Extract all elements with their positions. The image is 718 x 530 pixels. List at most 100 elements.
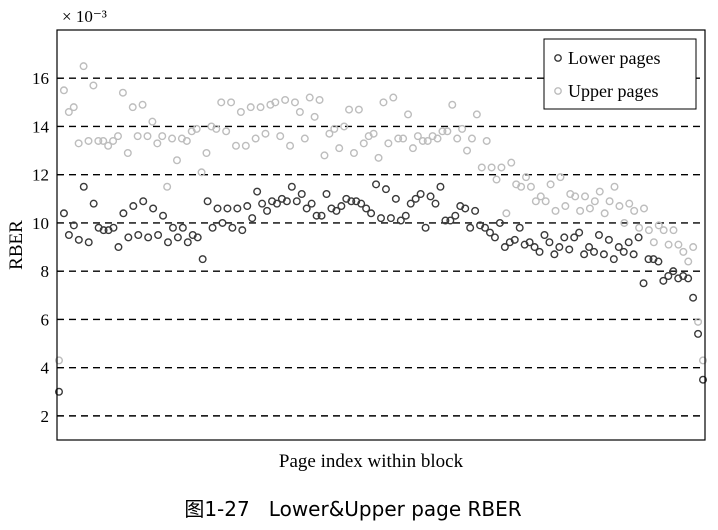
lower-pages-point (555, 243, 564, 252)
lower-pages-point (243, 202, 252, 211)
upper-pages-point (526, 182, 535, 191)
y-tick-label: 10 (32, 214, 49, 233)
lower-pages-point (55, 387, 64, 396)
upper-pages-point (399, 134, 408, 143)
upper-pages-point (315, 95, 324, 104)
upper-pages-point (699, 356, 708, 365)
upper-pages-point (433, 134, 442, 143)
lower-pages-point (322, 189, 331, 198)
upper-pages-point (99, 136, 108, 145)
lower-pages-point (570, 233, 579, 242)
lower-pages-point (193, 233, 202, 242)
upper-pages-point (236, 107, 245, 116)
upper-pages-point (212, 124, 221, 133)
upper-pages-point (138, 100, 147, 109)
x-axis-label: Page index within block (279, 451, 464, 472)
upper-pages-point (536, 192, 545, 201)
lower-pages-point (173, 233, 182, 242)
upper-pages-point (408, 144, 417, 153)
upper-pages-point (168, 134, 177, 143)
upper-pages-point (448, 100, 457, 109)
legend: Lower pages Upper pages (543, 38, 697, 110)
upper-pages-point (143, 132, 152, 141)
upper-pages-point (551, 206, 560, 215)
lower-pages-point (69, 221, 78, 230)
lower-pages-point (302, 204, 311, 213)
lower-pages-point (684, 274, 693, 283)
lower-pages-point (203, 197, 212, 206)
lower-pages-point (535, 247, 544, 256)
lower-pages-point (495, 218, 504, 227)
upper-pages-point (300, 134, 309, 143)
upper-pages-point (325, 129, 334, 138)
upper-pages-point (182, 136, 191, 145)
lower-pages-point (436, 182, 445, 191)
lower-pages-point (233, 204, 242, 213)
upper-pages-point (595, 187, 604, 196)
upper-pages-point (271, 98, 280, 107)
lower-pages-point (213, 204, 222, 213)
lower-pages-point (332, 206, 341, 215)
lower-pages-point (669, 267, 678, 276)
upper-pages-point (487, 163, 496, 172)
upper-pages-point (197, 168, 206, 177)
legend-box (543, 38, 697, 110)
upper-pages-point (610, 182, 619, 191)
lower-pages-point (530, 243, 539, 252)
lower-pages-point (525, 238, 534, 247)
upper-pages-point (118, 88, 127, 97)
upper-pages-point (649, 238, 658, 247)
lower-pages-point (629, 250, 638, 259)
upper-pages-point (644, 226, 653, 235)
lower-pages-point (619, 247, 628, 256)
upper-pages-point (340, 122, 349, 131)
lower-pages-point (594, 230, 603, 239)
upper-pages-point (556, 173, 565, 182)
lower-pages-series (55, 180, 708, 396)
lower-pages-point (149, 204, 158, 213)
lower-pages-point (312, 211, 321, 220)
lower-pages-point (139, 197, 148, 206)
lower-pages-point (183, 238, 192, 247)
upper-pages-point (605, 197, 614, 206)
lower-pages-point (565, 245, 574, 254)
lower-pages-point (134, 230, 143, 239)
upper-pages-point (276, 132, 285, 141)
lower-pages-point (545, 238, 554, 247)
upper-pages-point (689, 243, 698, 252)
lower-pages-point (446, 216, 455, 225)
upper-pages-point (330, 124, 339, 133)
lower-pages-point (639, 279, 648, 288)
upper-pages-point (659, 226, 668, 235)
upper-pages-point (163, 182, 172, 191)
upper-pages-point (192, 124, 201, 133)
upper-pages-point (305, 93, 314, 102)
lower-pages-point (604, 235, 613, 244)
lower-pages-point (599, 250, 608, 259)
upper-pages-point (600, 209, 609, 218)
upper-pages-point (286, 141, 295, 150)
figure-caption: 图1-27 Lower&Upper page RBER (184, 497, 521, 521)
lower-pages-point (451, 211, 460, 220)
upper-pages-series (55, 62, 708, 365)
upper-pages-point (241, 141, 250, 150)
lower-pages-point (362, 204, 371, 213)
lower-pages-point (144, 233, 153, 242)
upper-pages-point (472, 110, 481, 119)
upper-pages-point (89, 81, 98, 90)
lower-pages-point (114, 243, 123, 252)
lower-pages-point (248, 214, 257, 223)
upper-pages-point (571, 192, 580, 201)
upper-pages-point (231, 141, 240, 150)
upper-pages-point (664, 240, 673, 249)
lower-pages-point (198, 255, 207, 264)
lower-pages-point (406, 199, 415, 208)
lower-pages-point (515, 223, 524, 232)
upper-pages-point (109, 136, 118, 145)
lower-pages-point (426, 192, 435, 201)
lower-pages-point (391, 194, 400, 203)
lower-pages-point (699, 375, 708, 384)
upper-pages-point (113, 132, 122, 141)
upper-pages-point (561, 202, 570, 211)
upper-pages-point (507, 158, 516, 167)
